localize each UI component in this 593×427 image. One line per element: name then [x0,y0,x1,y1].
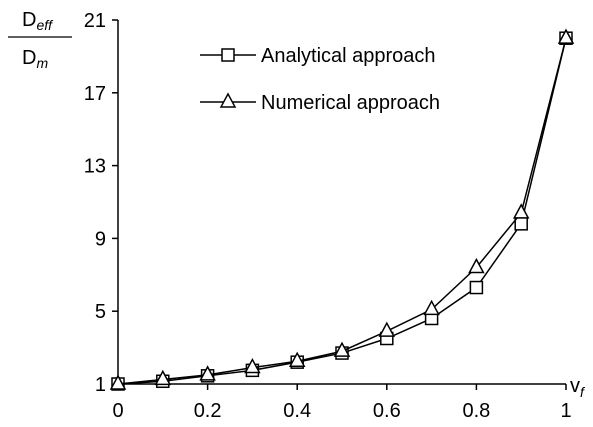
data-point-triangle [468,257,485,274]
series-line [117,38,567,385]
x-tick-label: 0 [112,400,123,422]
legend: Analytical approach Numerical approach [200,45,440,114]
x-ticks: 0 0.2 0.4 0.6 0.8 1 [112,384,572,422]
legend-label: Numerical approach [261,92,440,114]
legend-marker-triangle [219,92,237,108]
y-tick-label: 1 [95,374,106,396]
series-triangle [109,28,575,390]
y-tick-label: 9 [95,228,106,250]
x-tick-label: 0.2 [194,400,222,422]
data-point-triangle [109,374,127,390]
data-point-triangle [333,341,351,357]
data-point-triangle [423,299,440,316]
data-point-square [469,280,484,295]
y-axis-title: Deff Dm [8,9,72,71]
data-point-triangle [154,369,172,386]
legend-marker-square [221,48,235,62]
y-tick-label: 21 [84,10,106,32]
y-tick-label: 13 [84,156,106,178]
data-point-triangle [378,321,396,337]
data-point-triangle [512,203,530,219]
y-ticks: 1 5 9 13 17 21 [84,10,118,396]
y-axis-title-denominator: Dm [22,47,48,71]
series-layer [109,28,575,391]
data-point-triangle [244,357,261,374]
y-tick-label: 5 [95,301,106,323]
data-point-square [514,217,528,231]
legend-item: Numerical approach [200,92,440,114]
legend-item: Analytical approach [200,45,436,67]
series-square [111,31,573,391]
y-tick-label: 17 [84,83,106,105]
x-tick-label: 0.4 [283,400,311,422]
series-line [117,38,567,385]
data-point-triangle [199,365,216,381]
y-axis-title-numerator: Deff [22,9,54,33]
data-point-triangle [288,351,306,367]
x-tick-label: 0.8 [462,400,490,422]
x-axis-title: vf [570,375,586,400]
x-tick-label: 0.6 [373,400,401,422]
x-tick-label: 1 [560,400,571,422]
legend-label: Analytical approach [261,45,436,67]
data-point-triangle [557,28,575,44]
